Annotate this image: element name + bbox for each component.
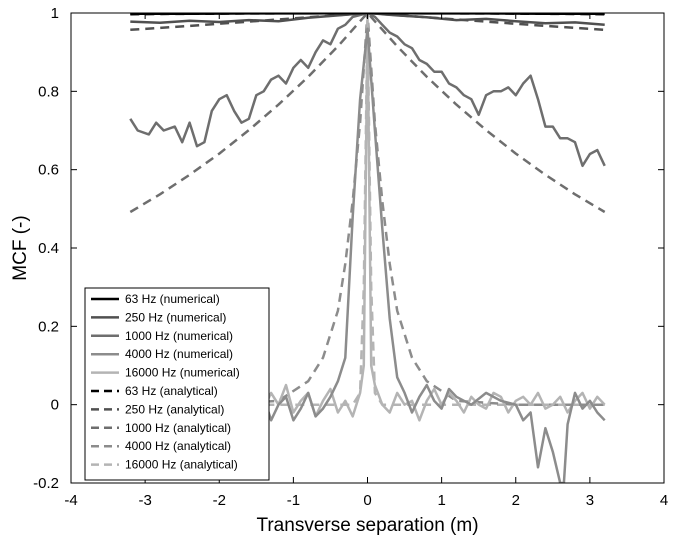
y-tick-label: -0.2	[33, 475, 59, 492]
legend: 63 Hz (numerical) 250 Hz (numerical) 1000 …	[84, 287, 270, 481]
series-line-63-hz-numerical	[130, 13, 605, 16]
legend-entry-label: 1000 Hz (numerical)	[125, 329, 233, 343]
legend-box	[84, 287, 270, 481]
x-tick-label: -3	[138, 492, 151, 509]
axis-ticks: -4 -3 -2 -1 0 1 2 3 4 -0.2 0 0.2 0.4 0.6 0.8 1	[33, 5, 668, 509]
series-line-1000-hz-analytical	[129, 13, 606, 214]
x-tick-label: 0	[363, 492, 371, 509]
x-tick-label: 4	[660, 492, 668, 509]
y-tick-label: 0.2	[38, 318, 59, 335]
series-line-1000-hz-numerical	[129, 13, 606, 168]
y-tick-label: 0.4	[38, 240, 59, 257]
x-tick-label: 1	[437, 492, 445, 509]
y-tick-label: 0	[51, 397, 59, 414]
y-tick-label: 0.6	[38, 162, 59, 179]
legend-entry-label: 250 Hz (analytical)	[125, 402, 224, 416]
legend-entry-label: 250 Hz (numerical)	[125, 310, 226, 324]
x-tick-label: 3	[586, 492, 594, 509]
series-line-250-hz-numerical	[130, 13, 605, 27]
x-tick-label: -4	[64, 492, 77, 509]
y-tick-label: 1	[51, 5, 59, 22]
y-tick-label: 0.8	[38, 83, 59, 100]
legend-entry-label: 16000 Hz (analytical)	[125, 458, 238, 472]
series-line-250-hz-analytical	[130, 13, 605, 32]
x-tick-label: -2	[213, 492, 226, 509]
series-line-4000-hz-analytical	[130, 13, 605, 406]
y-axis-label: MCF (-)	[10, 215, 31, 280]
legend-entry-label: 1000 Hz (analytical)	[125, 421, 231, 435]
legend-entry-label: 4000 Hz (numerical)	[125, 347, 233, 361]
legend-entry-label: 63 Hz (numerical)	[125, 292, 220, 306]
legend-entry-label: 16000 Hz (numerical)	[125, 366, 240, 380]
legend-entry-label: 4000 Hz (analytical)	[125, 439, 231, 453]
x-tick-label: 2	[512, 492, 520, 509]
x-tick-label: -1	[287, 492, 300, 509]
x-axis-label: Transverse separation (m)	[256, 515, 478, 536]
legend-entry-label: 63 Hz (analytical)	[125, 384, 218, 398]
